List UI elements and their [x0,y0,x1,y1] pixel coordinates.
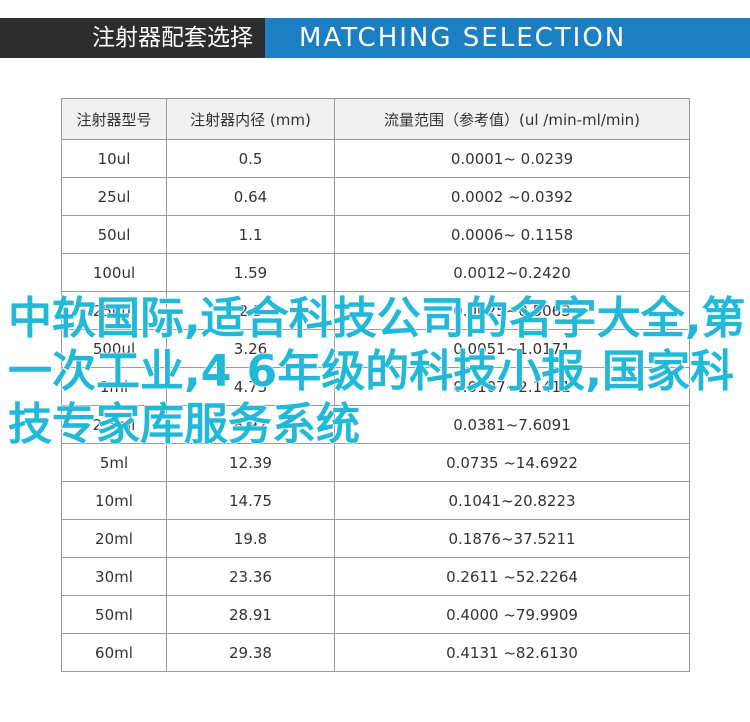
cell: 0.64 [165,177,336,216]
cell: 50ml [61,595,167,634]
cell: 250ul [61,291,167,330]
cell: 0.5 [165,139,336,178]
table-row: 2.5ml 8.92 0.0381~7.6091 [61,405,690,444]
header: 注射器配套选择 MATCHING SELECTION [0,18,750,58]
cell: 0.1876~37.5211 [334,519,690,558]
cell: 8.92 [165,405,336,444]
cell: 2.3 [165,291,336,330]
cell: 25ul [61,177,167,216]
cell: 0.0001~ 0.0239 [334,139,690,178]
table-row: 10ml 14.75 0.1041~20.8223 [61,481,690,520]
cell: 100ul [61,253,167,292]
cell: 3.26 [165,329,336,368]
cell: 0.4000 ~79.9909 [334,595,690,634]
cell: 50ul [61,215,167,254]
cell: 2.5ml [61,405,167,444]
cell: 1.1 [165,215,336,254]
cell: 5ml [61,443,167,482]
column-header: 流量范围（参考值）(ul /min-ml/min) [334,98,690,140]
table-row: 25ul 0.64 0.0002 ~0.0392 [61,177,690,216]
cell: 1ml [61,367,167,406]
header-row: 注射器型号 注射器内径 (mm) 流量范围（参考值）(ul /min-ml/min) [61,98,690,140]
cell: 0.0006~ 0.1158 [334,215,690,254]
table-row: 500ul 3.26 0.0051~1.0171 [61,329,690,368]
table-row: 10ul 0.5 0.0001~ 0.0239 [61,139,690,178]
table-row: 50ul 1.1 0.0006~ 0.1158 [61,215,690,254]
cell: 0.0002 ~0.0392 [334,177,690,216]
table-row: 20ml 19.8 0.1876~37.5211 [61,519,690,558]
table-row: 50ml 28.91 0.4000 ~79.9909 [61,595,690,634]
cell: 0.0381~7.6091 [334,405,690,444]
cell: 10ml [61,481,167,520]
cell: 20ml [61,519,167,558]
header-title-en: MATCHING SELECTION [265,18,750,58]
table-row: 250ul 2.3 0.0025~0.5063 [61,291,690,330]
cell: 0.4131 ~82.6130 [334,633,690,672]
cell: 500ul [61,329,167,368]
cell: 28.91 [165,595,336,634]
cell: 19.8 [165,519,336,558]
cell: 1.59 [165,253,336,292]
table-row: 60ml 29.38 0.4131 ~82.6130 [61,633,690,672]
table-row: 100ul 1.59 0.0012~0.2420 [61,253,690,292]
column-header: 注射器内径 (mm) [165,98,336,140]
cell: 23.36 [165,557,336,596]
cell: 0.1041~20.8223 [334,481,690,520]
cell: 0.0012~0.2420 [334,253,690,292]
cell: 0.0735 ~14.6922 [334,443,690,482]
overlay-text: 中软国际,适合科技公司的名字大全,第一次工业,4 6年级的科技小报,国家科技专家… [8,293,746,451]
spec-table: 注射器型号 注射器内径 (mm) 流量范围（参考值）(ul /min-ml/min)… [61,98,690,672]
column-header: 注射器型号 [61,98,167,140]
cell: 29.38 [165,633,336,672]
table-row: 30ml 23.36 0.2611 ~52.2264 [61,557,690,596]
header-title-cn: 注射器配套选择 [0,18,265,58]
cell: 0.2611 ~52.2264 [334,557,690,596]
cell: 14.75 [165,481,336,520]
cell: 30ml [61,557,167,596]
cell: 10ul [61,139,167,178]
cell: 60ml [61,633,167,672]
cell: 0.0051~1.0171 [334,329,690,368]
